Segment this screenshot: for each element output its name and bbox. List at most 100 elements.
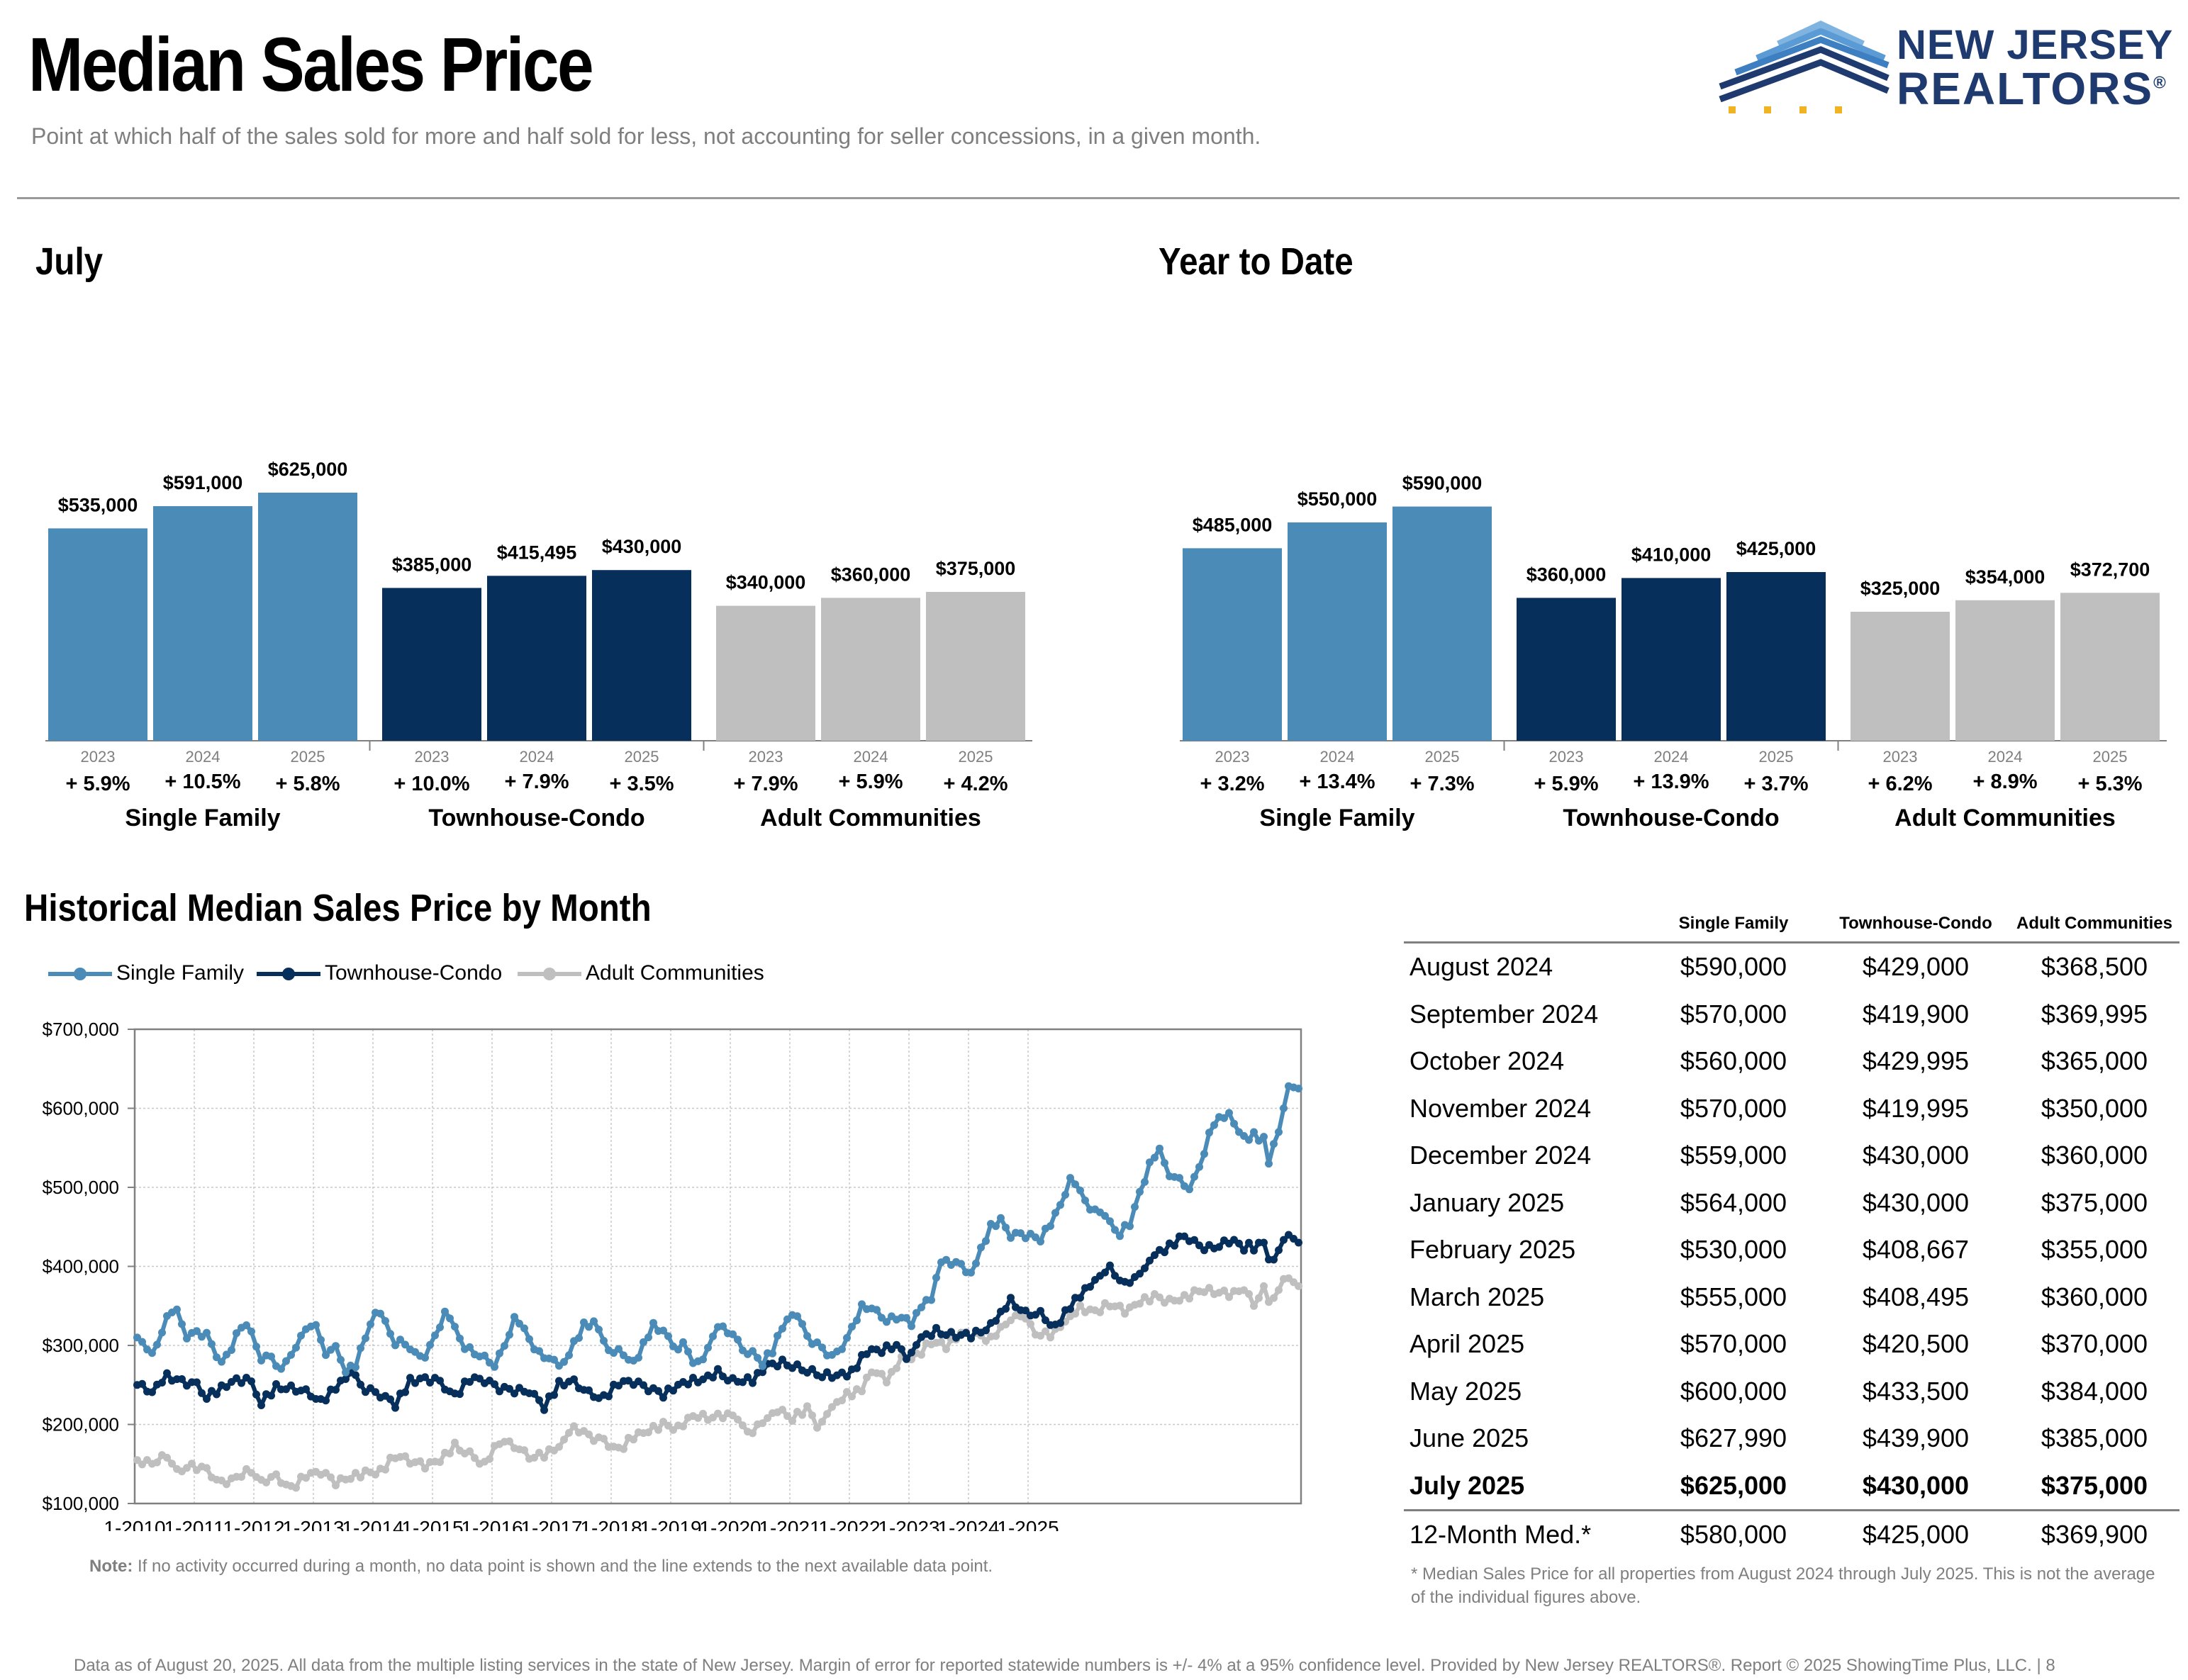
data-point <box>808 1365 816 1373</box>
table-cell: $360,000 <box>2041 1141 2148 1170</box>
data-point <box>818 1373 826 1382</box>
data-point <box>426 1379 434 1387</box>
pct-change-label: + 8.9% <box>1972 771 2037 793</box>
data-point <box>903 1314 910 1322</box>
table-row: February 2025 $530,000 $408,667 $355,000 <box>1404 1226 2179 1274</box>
data-point <box>1270 1294 1278 1302</box>
data-point <box>838 1345 846 1353</box>
data-point <box>506 1331 513 1339</box>
data-point <box>138 1379 146 1388</box>
table-body: August 2024 $590,000 $429,000 $368,500 Septe… <box>1404 943 2179 1559</box>
bar <box>1726 572 1826 741</box>
data-point <box>565 1428 573 1437</box>
data-point <box>664 1332 672 1340</box>
data-point <box>1270 1140 1278 1148</box>
data-point <box>808 1411 816 1420</box>
data-point <box>1180 1232 1188 1241</box>
data-point <box>436 1377 444 1385</box>
data-point <box>982 1326 990 1335</box>
data-point <box>540 1406 548 1414</box>
data-point <box>1007 1316 1015 1325</box>
table-row: September 2024 $570,000 $419,900 $369,995 <box>1404 991 2179 1038</box>
data-point <box>332 1386 340 1394</box>
x-tick-label: 1-2024 <box>937 1517 999 1531</box>
year-tick-label: 2023 <box>1549 748 1584 766</box>
series-single-family <box>133 1082 1302 1377</box>
data-point <box>277 1365 285 1373</box>
table-header-blank <box>1404 913 1645 943</box>
data-point <box>272 1470 280 1479</box>
y-tick-label: $300,000 <box>43 1335 119 1356</box>
data-point <box>1046 1333 1054 1342</box>
table-cell: $385,000 <box>2041 1423 2148 1453</box>
data-point <box>669 1426 677 1434</box>
data-point <box>287 1381 295 1389</box>
data-point <box>1037 1238 1044 1245</box>
data-point <box>381 1317 389 1325</box>
data-point <box>535 1448 543 1457</box>
table-header-townhouse-condo: Townhouse-Condo <box>1839 914 1992 933</box>
data-point <box>903 1355 910 1363</box>
logo-line-2 <box>1756 28 1886 62</box>
data-point <box>322 1396 330 1405</box>
data-point <box>530 1453 538 1462</box>
data-point <box>317 1335 325 1344</box>
data-point <box>818 1418 826 1426</box>
data-point <box>242 1321 250 1329</box>
table-cell: $560,000 <box>1680 1046 1787 1076</box>
data-point <box>1101 1268 1109 1277</box>
data-point <box>992 1332 1000 1340</box>
table-cell: $570,000 <box>1680 1329 1787 1359</box>
data-point <box>798 1411 806 1419</box>
bar <box>153 506 252 741</box>
data-point <box>1056 1201 1064 1209</box>
legend-label-adult-communities: Adult Communities <box>586 961 764 985</box>
x-tick-label: 1-2019 <box>640 1517 701 1531</box>
pct-change-label: + 3.2% <box>1200 773 1264 795</box>
x-tick-label: 1-2018 <box>580 1517 642 1531</box>
data-point <box>476 1374 484 1383</box>
historical-note-label: Note: <box>89 1557 133 1576</box>
table-cell: $375,000 <box>2041 1187 2148 1217</box>
logo-dot-4 <box>1835 106 1842 113</box>
data-point <box>843 1388 851 1396</box>
data-point <box>635 1353 642 1362</box>
data-point <box>1071 1309 1079 1318</box>
data-point <box>1136 1299 1144 1308</box>
pct-change-label: + 6.2% <box>1868 773 1932 795</box>
data-point <box>1042 1316 1049 1324</box>
year-tick-label: 2025 <box>1759 748 1794 766</box>
x-tick-label: 1-2011 <box>164 1517 224 1531</box>
data-point <box>714 1365 722 1373</box>
data-point <box>912 1309 920 1317</box>
data-point <box>803 1332 811 1340</box>
data-point <box>228 1346 235 1354</box>
table-cell: $429,000 <box>1862 952 1970 982</box>
data-point <box>1146 1297 1154 1306</box>
bar <box>1288 522 1387 741</box>
data-point <box>699 1409 707 1418</box>
data-point <box>1076 1294 1084 1302</box>
x-tick-label: 1-2015 <box>401 1517 463 1531</box>
bar-value-label: $325,000 <box>1860 578 1941 599</box>
table-row: August 2024 $590,000 $429,000 $368,500 <box>1404 943 2179 991</box>
data-point <box>560 1357 568 1366</box>
table-row: January 2025 $564,000 $430,000 $375,000 <box>1404 1180 2179 1227</box>
data-point <box>193 1378 201 1387</box>
data-point <box>550 1391 558 1399</box>
y-tick-label: $200,000 <box>43 1414 119 1435</box>
data-point <box>426 1340 434 1349</box>
data-point <box>506 1437 513 1445</box>
data-point <box>203 1464 211 1472</box>
data-point <box>446 1314 454 1323</box>
data-point <box>734 1335 742 1344</box>
data-point <box>1195 1163 1203 1171</box>
bar-value-label: $485,000 <box>1193 514 1273 535</box>
data-point <box>198 1389 206 1397</box>
data-point <box>451 1438 459 1447</box>
data-point <box>302 1474 310 1482</box>
data-point <box>456 1390 464 1399</box>
data-point <box>560 1435 568 1444</box>
data-point <box>372 1388 379 1396</box>
data-point <box>917 1303 925 1311</box>
